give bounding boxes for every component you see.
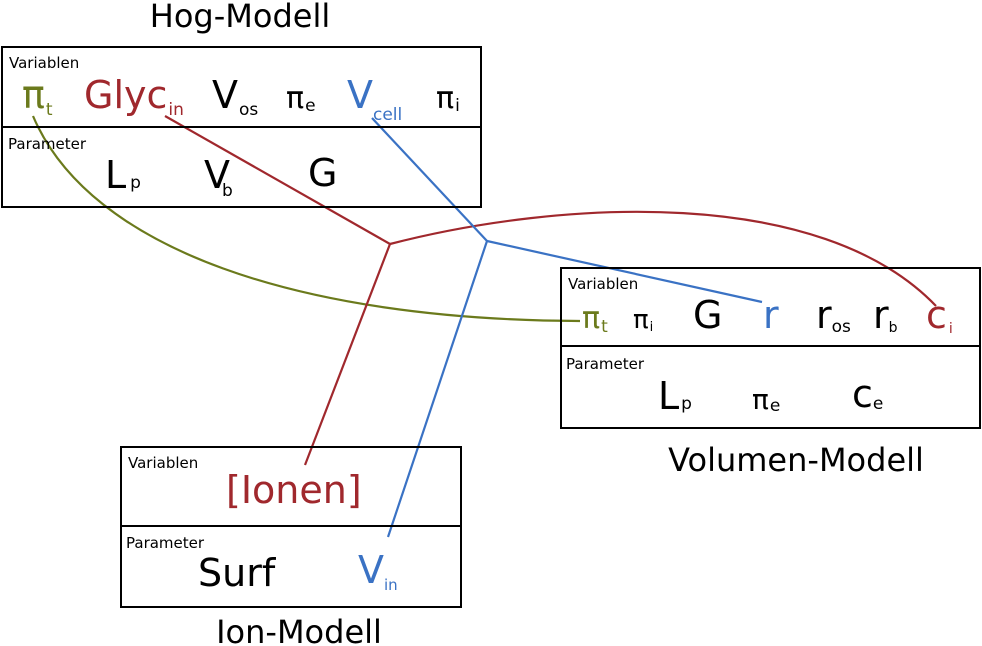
connection-vin-junction <box>386 240 489 538</box>
symbol-main: Surf <box>198 551 277 595</box>
symbol-sub: p <box>130 173 141 193</box>
symbol-main: π <box>582 301 600 336</box>
symbol-sub: os <box>239 100 258 120</box>
symbol: πe <box>752 383 780 416</box>
connections <box>31 115 937 538</box>
symbol-sub: e <box>770 396 780 416</box>
connection-vcell-junction <box>371 117 488 242</box>
ion-parameter-label: Parameter <box>126 534 205 552</box>
symbol-main: L <box>105 153 126 197</box>
symbol-sub: e <box>873 394 883 414</box>
symbol-main: G <box>308 151 337 195</box>
volumen-model: Variablen Parameter Volumen-Modell πt πi… <box>560 267 981 479</box>
volumen-parameter-label: Parameter <box>566 355 645 373</box>
symbol: ce <box>852 372 883 416</box>
symbol-main: Glyc <box>84 73 167 117</box>
symbol-main: V <box>347 73 373 117</box>
hog-variables: πt Glycin Vos πe Vcell πi <box>22 73 460 125</box>
symbol-sub: i <box>455 96 460 116</box>
symbol-main: π <box>436 81 454 116</box>
symbol-sub: b <box>222 181 233 201</box>
symbol: Surf <box>198 551 277 595</box>
connection-r-junction <box>486 239 763 304</box>
symbol: G <box>308 151 337 195</box>
symbol-sub: e <box>305 96 315 116</box>
symbol-sub: i <box>949 321 953 337</box>
symbol: ros <box>816 293 851 337</box>
connection-ci-junction <box>389 210 937 307</box>
symbol-main: c <box>852 372 873 416</box>
symbol: Vin <box>358 548 398 594</box>
symbol: Vos <box>212 73 258 120</box>
symbol: πe <box>286 81 316 116</box>
hog-model: Hog-Modell Variablen Parameter πt Glycin… <box>1 0 482 208</box>
symbol-main: V <box>204 153 230 197</box>
symbol-main: r <box>816 293 832 337</box>
symbol-sub: cell <box>373 105 402 125</box>
volumen-model-box <box>560 267 981 429</box>
symbol-main: [Ionen] <box>226 468 362 512</box>
connection-pi-t <box>31 115 581 323</box>
hog-parameter-label: Parameter <box>8 135 87 153</box>
hog-model-title: Hog-Modell <box>150 0 330 35</box>
symbol-main: π <box>752 383 769 416</box>
symbol: rb <box>873 293 898 337</box>
ion-model: Variablen Parameter Ion-Modell [Ionen] S… <box>120 446 462 646</box>
symbol-sub: in <box>168 100 184 120</box>
volumen-model-title: Volumen-Modell <box>668 441 924 479</box>
ion-model-title: Ion-Modell <box>216 613 382 646</box>
symbol: πt <box>582 301 608 337</box>
symbol: Glycin <box>84 73 184 120</box>
symbol: Vcell <box>347 73 402 125</box>
symbol-main: V <box>212 73 238 117</box>
symbol: G <box>693 293 722 337</box>
symbol-main: L <box>658 374 679 418</box>
volumen-variables-label: Variablen <box>568 275 638 293</box>
ion-variables: [Ionen] <box>226 468 362 512</box>
connection-glyc-junction <box>164 115 391 245</box>
symbol: πt <box>22 73 53 120</box>
symbol: πi <box>436 81 460 116</box>
symbol-sub: os <box>832 317 851 337</box>
symbol: r <box>763 293 779 337</box>
connection-ionen-junction <box>303 243 392 466</box>
hog-variables-label: Variablen <box>9 54 79 72</box>
symbol-sub: p <box>681 394 692 414</box>
symbol-main: π <box>633 305 649 335</box>
symbol-main: π <box>22 73 45 117</box>
symbol-sub: b <box>889 320 898 336</box>
symbol-sub: in <box>384 576 398 594</box>
symbol-sub: t <box>46 100 53 120</box>
symbol: [Ionen] <box>226 468 362 512</box>
symbol-sub: t <box>601 317 608 337</box>
symbol-main: r <box>763 293 779 337</box>
ion-variables-label: Variablen <box>128 454 198 472</box>
symbol-main: π <box>286 81 304 116</box>
ion-parameters: Surf Vin <box>198 548 398 595</box>
symbol-main: c <box>926 293 947 337</box>
symbol-main: V <box>358 548 384 592</box>
symbol: Vb <box>204 153 233 201</box>
symbol-main: G <box>693 293 722 337</box>
symbol: πi <box>633 305 653 335</box>
symbol-sub: i <box>650 320 654 335</box>
symbol-main: r <box>873 293 889 337</box>
